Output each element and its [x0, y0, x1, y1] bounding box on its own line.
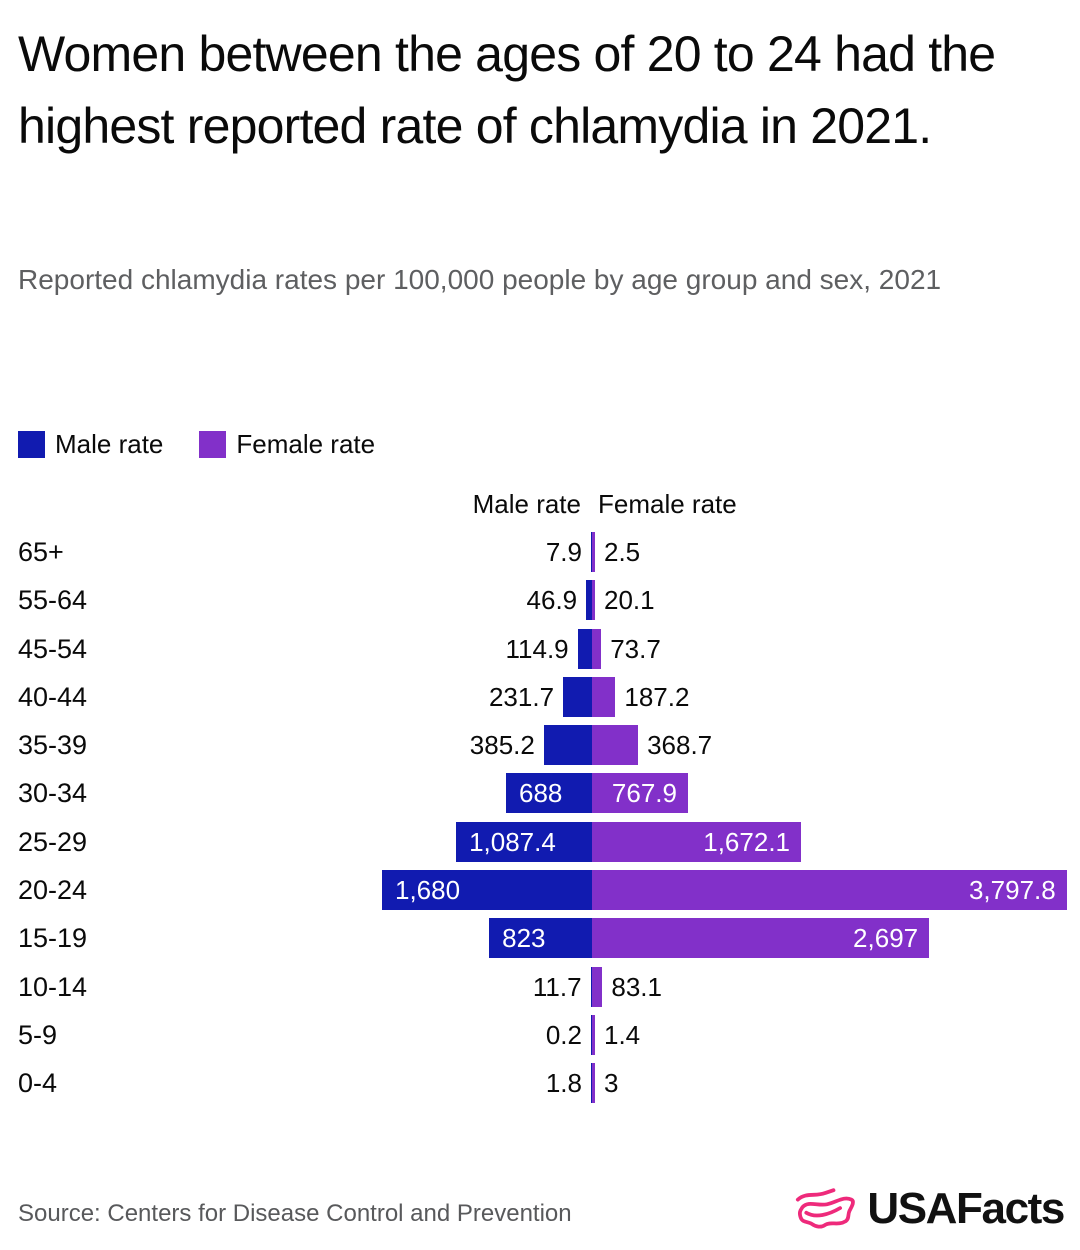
female-bar — [592, 966, 603, 1007]
female-value-label: 368.7 — [647, 730, 713, 761]
female-value-label: 1.4 — [604, 1019, 641, 1050]
male-value-label: 114.9 — [505, 633, 569, 664]
female-value-label: 1,672.1 — [703, 826, 790, 857]
female-column-header: Female rate — [598, 489, 737, 519]
male-bar: 688 — [506, 773, 592, 814]
age-group-label: 25-29 — [18, 826, 88, 857]
male-bar — [577, 628, 592, 669]
female-bar: 1,672.1 — [592, 821, 801, 862]
chart-row: 5-9 0.2 1.4 — [0, 1011, 1080, 1059]
male-value-label: 11.7 — [532, 971, 582, 1002]
legend: Male rate Female rate — [18, 429, 375, 460]
source-attribution: Source: Centers for Disease Control and … — [18, 1200, 572, 1227]
female-swatch — [199, 431, 227, 458]
male-bar — [590, 966, 592, 1007]
age-group-label: 20-24 — [18, 875, 88, 906]
age-group-label: 15-19 — [18, 923, 88, 954]
chart-row: 30-34 688 767.9 — [0, 769, 1080, 817]
female-value-label: 2,697 — [853, 923, 919, 954]
male-value-label: 46.9 — [526, 585, 578, 616]
chart-row: 15-19 823 2,697 — [0, 914, 1080, 962]
male-value-label: 688 — [519, 778, 563, 809]
age-group-label: 0-4 — [18, 1068, 58, 1099]
chart-row: 45-54 114.9 73.7 — [0, 625, 1080, 673]
age-group-label: 40-44 — [18, 681, 88, 712]
male-value-label: 1,680 — [395, 875, 461, 906]
chart-row: 20-24 1,680 3,797.8 — [0, 866, 1080, 914]
male-bar — [591, 1063, 592, 1104]
age-group-label: 35-39 — [18, 730, 88, 761]
male-bar: 823 — [489, 918, 592, 959]
male-bar — [591, 532, 592, 572]
male-bar — [543, 725, 592, 766]
chart-row: 40-44 231.7 187.2 — [0, 673, 1080, 721]
female-bar: 3,797.8 — [592, 870, 1067, 911]
male-column-header: Male rate — [472, 489, 581, 519]
age-group-label: 65+ — [18, 537, 64, 567]
age-group-label: 45-54 — [18, 633, 88, 664]
legend-item-male: Male rate — [18, 429, 163, 460]
male-value-label: 231.7 — [488, 681, 555, 712]
male-value-label: 823 — [502, 923, 546, 954]
male-value-label: 1.8 — [545, 1068, 582, 1099]
female-value-label: 187.2 — [624, 681, 690, 712]
female-bar — [592, 1014, 595, 1055]
female-value-label: 2.5 — [604, 537, 641, 567]
male-value-label: 7.9 — [545, 537, 582, 567]
male-bar — [563, 676, 592, 717]
legend-label-male: Male rate — [55, 429, 164, 459]
female-bar — [592, 628, 602, 669]
chart-rows: 65+ 7.9 2.5 55-64 46.9 20.1 45-54 114.9 … — [0, 528, 1080, 1108]
chart-row: 25-29 1,087.4 1,672.1 — [0, 818, 1080, 866]
female-bar — [592, 580, 595, 621]
legend-item-female: Female rate — [199, 429, 375, 460]
female-bar — [592, 676, 616, 717]
chart-row: 35-39 385.2 368.7 — [0, 721, 1080, 769]
female-value-label: 3 — [604, 1068, 619, 1099]
female-bar — [592, 1063, 595, 1104]
male-value-label: 385.2 — [469, 730, 535, 761]
usafacts-flag-icon — [796, 1188, 856, 1229]
male-value-label: 0.2 — [545, 1019, 582, 1050]
female-bar — [592, 725, 639, 766]
chart-row: 10-14 11.7 83.1 — [0, 963, 1080, 1011]
age-group-label: 5-9 — [18, 1019, 58, 1050]
female-value-label: 767.9 — [611, 778, 677, 809]
page-title: Women between the ages of 20 to 24 had t… — [18, 26, 996, 154]
chart-row: 0-4 1.8 3 — [0, 1059, 1080, 1107]
male-bar: 1,087.4 — [456, 821, 592, 862]
column-headers: Male rate Female rate — [0, 486, 1080, 528]
chart-row: 55-64 46.9 20.1 — [0, 576, 1080, 624]
female-bar: 2,697 — [592, 918, 930, 959]
usafacts-wordmark: USAFacts — [867, 1184, 1065, 1233]
female-bar — [592, 532, 595, 572]
male-bar — [591, 1014, 592, 1055]
male-bar: 1,680 — [382, 870, 592, 911]
female-value-label: 83.1 — [611, 971, 662, 1002]
male-value-label: 1,087.4 — [469, 826, 556, 857]
male-bar — [586, 580, 592, 621]
age-group-label: 30-34 — [18, 778, 88, 809]
female-value-label: 73.7 — [610, 633, 661, 664]
female-value-label: 20.1 — [604, 585, 655, 616]
chart-subtitle: Reported chlamydia rates per 100,000 peo… — [18, 264, 942, 295]
usafacts-logo: USAFacts — [795, 1184, 1065, 1233]
female-bar: 767.9 — [592, 773, 688, 814]
age-group-label: 55-64 — [18, 585, 88, 616]
female-value-label: 3,797.8 — [968, 875, 1056, 906]
male-swatch — [18, 431, 45, 458]
diverging-bar-chart: Male rate Female rate 65+ 7.9 2.5 55-64 … — [0, 486, 1080, 1108]
legend-label-female: Female rate — [236, 429, 376, 459]
age-group-label: 10-14 — [18, 971, 88, 1002]
chart-row: 65+ 7.9 2.5 — [0, 528, 1080, 576]
